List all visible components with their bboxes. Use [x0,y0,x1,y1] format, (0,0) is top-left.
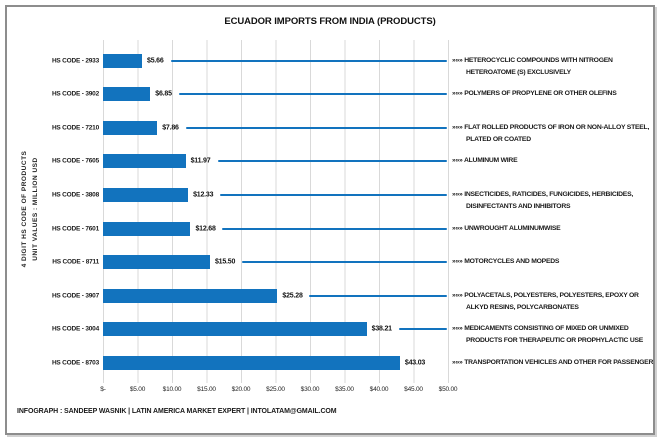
product-annotation: »»» FLAT ROLLED PRODUCTS OF IRON OR NON-… [452,123,650,143]
x-axis-tick-label: $45.00 [404,386,423,393]
category-label: HS CODE - 3808 [51,191,99,199]
x-axis-tick-marks [103,378,449,383]
table-row: HS CODE - 2933 $5.66 »»» HETEROCYCLIC CO… [0,44,660,78]
table-row: HS CODE - 3902 $6.85 »»» POLYMERS OF PRO… [0,78,660,112]
product-annotation: »»» MOTORCYCLES AND MOPEDS [452,258,560,266]
leader-line [222,227,447,230]
leader-line [171,59,447,62]
bar [103,53,143,68]
x-axis-tick-label: $15.00 [197,386,216,393]
x-axis-tick-label: $20.00 [231,386,251,393]
leader-line [179,93,447,96]
x-axis-tick-label: $40.00 [369,386,389,393]
category-label: HS CODE - 7601 [51,225,99,233]
x-axis: $- $5.00 $10.00 $15.00 $20.00 $25.00 $30.00 $35… [0,386,660,398]
product-annotation: »»» INSECTICIDES, RATICIDES, FUNGICIDES,… [452,190,633,210]
bar [103,221,191,236]
category-label: HS CODE - 3902 [51,90,99,98]
value-label: $12.68 [195,225,216,233]
bar [103,87,151,102]
bar [103,355,400,370]
plot-area-gridlines [103,40,449,378]
table-row: HS CODE - 7210 $7.86 »»» FLAT ROLLED PRO… [0,111,660,145]
chart-title: ECUADOR IMPORTS FROM INDIA (PRODUCTS) [224,16,436,27]
category-label: HS CODE - 7605 [51,157,99,165]
category-label: HS CODE - 8703 [51,359,99,367]
leader-line [241,261,447,264]
bar [103,120,158,135]
value-label: $5.66 [147,57,164,65]
value-label: $12.33 [193,191,214,199]
x-axis-tick-label: $35.00 [335,386,354,393]
leader-line [398,328,447,331]
product-annotation: »»» POLYACETALS, POLYESTERS, POLYESTERS,… [452,291,639,311]
bar [103,187,189,202]
leader-line [217,160,447,163]
x-axis-tick-label: $5.00 [129,386,146,393]
rows-layer: HS CODE - 2933 $5.66 »»» HETEROCYCLIC CO… [0,40,660,378]
bar [103,154,186,169]
value-label: $15.50 [214,258,236,266]
table-row: HS CODE - 8711 $15.50 »»» MOTORCYCLES AN… [0,245,660,279]
product-annotation: »»» UNWROUGHT ALUMINUMWISE [452,224,561,232]
leader-line [186,126,447,129]
leader-line [309,294,447,297]
value-label: $6.85 [155,90,172,98]
table-row: HS CODE - 3808 $12.33 »»» INSECTICIDES, … [0,178,660,212]
value-label: $43.03 [404,359,426,367]
table-row: HS CODE - 3004 $38.21 »»» MEDICAMENTS CO… [0,312,660,346]
category-label: HS CODE - 2933 [51,57,99,65]
value-label: $25.28 [282,292,303,300]
table-row: HS CODE - 7605 $11.97 »»» ALUMINUM WIRE [0,145,660,179]
bar [103,255,210,270]
bar [103,288,278,303]
value-label: $11.97 [190,157,211,165]
product-annotation: »»» HETEROCYCLIC COMPOUNDS WITH NITROGEN… [452,56,613,76]
category-label: HS CODE - 3907 [51,292,99,300]
product-annotation: »»» TRANSPORTATION VEHICLES AND OTHER FO… [452,358,654,366]
x-axis-tick-label: $30.00 [300,386,320,393]
product-annotation: »»» ALUMINUM WIRE [452,157,518,165]
table-row: HS CODE - 8703 $43.03 »»» TRANSPORTATION… [0,346,660,380]
product-annotation: »»» MEDICAMENTS CONSISTING OF MIXED OR U… [452,325,644,345]
product-annotation: »»» POLYMERS OF PROPYLENE OR OTHER OLEFI… [452,90,617,98]
x-axis-tick-label: $50.00 [438,386,458,393]
bar [103,322,367,337]
value-label: $38.21 [371,325,392,333]
footer-credit: INFOGRAPH : SANDEEP WASNIK | LATIN AMERI… [17,408,337,415]
category-label: HS CODE - 8711 [52,258,99,266]
category-label: HS CODE - 7210 [51,124,99,132]
x-axis-tick-label: $10.00 [162,386,182,393]
table-row: HS CODE - 7601 $12.68 »»» UNWROUGHT ALUM… [0,212,660,246]
value-label: $7.86 [162,124,179,132]
category-label: HS CODE - 3004 [51,325,99,333]
table-row: HS CODE - 3907 $25.28 »»» POLYACETALS, P… [0,279,660,313]
leader-line [220,193,447,196]
x-axis-tick-label: $25.00 [266,386,285,393]
x-axis-tick-label: $- [100,386,106,393]
